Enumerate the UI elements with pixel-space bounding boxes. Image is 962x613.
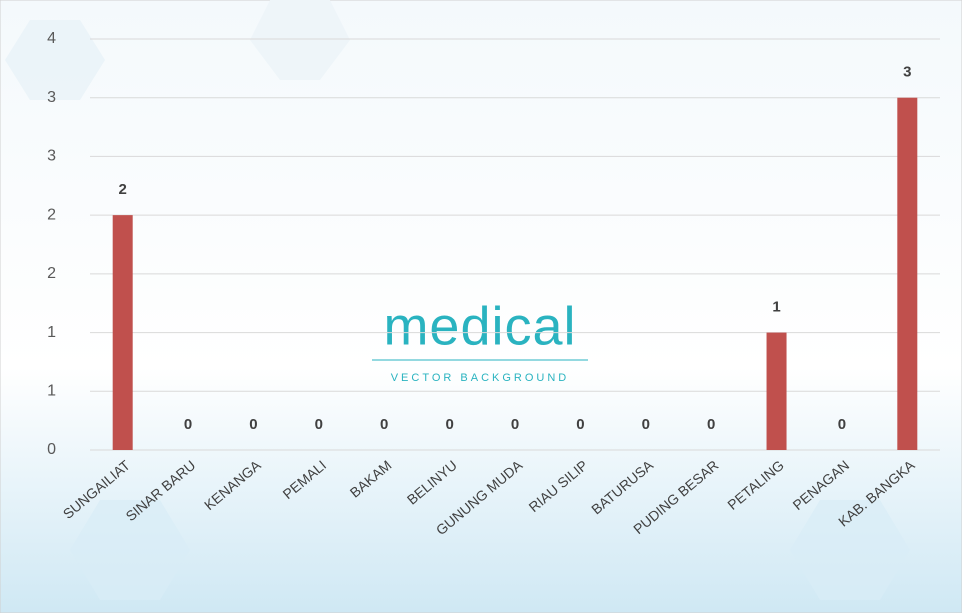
value-label: 0 (642, 416, 650, 433)
bar (112, 215, 133, 450)
y-tick-label: 2 (47, 206, 56, 223)
value-label: 0 (380, 416, 388, 433)
y-tick-label: 2 (47, 265, 56, 282)
y-tick-label: 4 (47, 30, 56, 47)
value-label: 0 (445, 416, 453, 433)
value-label: 0 (707, 416, 715, 433)
value-label: 0 (838, 416, 846, 433)
hexagon (790, 500, 910, 600)
hexagon (5, 20, 105, 100)
value-label: 0 (315, 416, 323, 433)
y-tick-label: 3 (47, 148, 56, 165)
value-label: 0 (249, 416, 257, 433)
value-label: 0 (184, 416, 192, 433)
y-tick-label: 3 (47, 89, 56, 106)
value-label: 3 (903, 64, 911, 81)
background-title: medical (383, 296, 576, 356)
y-tick-label: 0 (47, 441, 56, 458)
value-label: 0 (576, 416, 584, 433)
bar (766, 332, 787, 450)
hexagon (70, 500, 190, 600)
bar (897, 97, 918, 450)
background-subtitle: VECTOR BACKGROUND (391, 372, 570, 384)
y-tick-label: 1 (47, 324, 56, 341)
hexagon (250, 0, 350, 80)
value-label: 1 (772, 299, 780, 316)
value-label: 2 (119, 181, 127, 198)
y-tick-label: 1 (47, 383, 56, 400)
value-label: 0 (511, 416, 519, 433)
